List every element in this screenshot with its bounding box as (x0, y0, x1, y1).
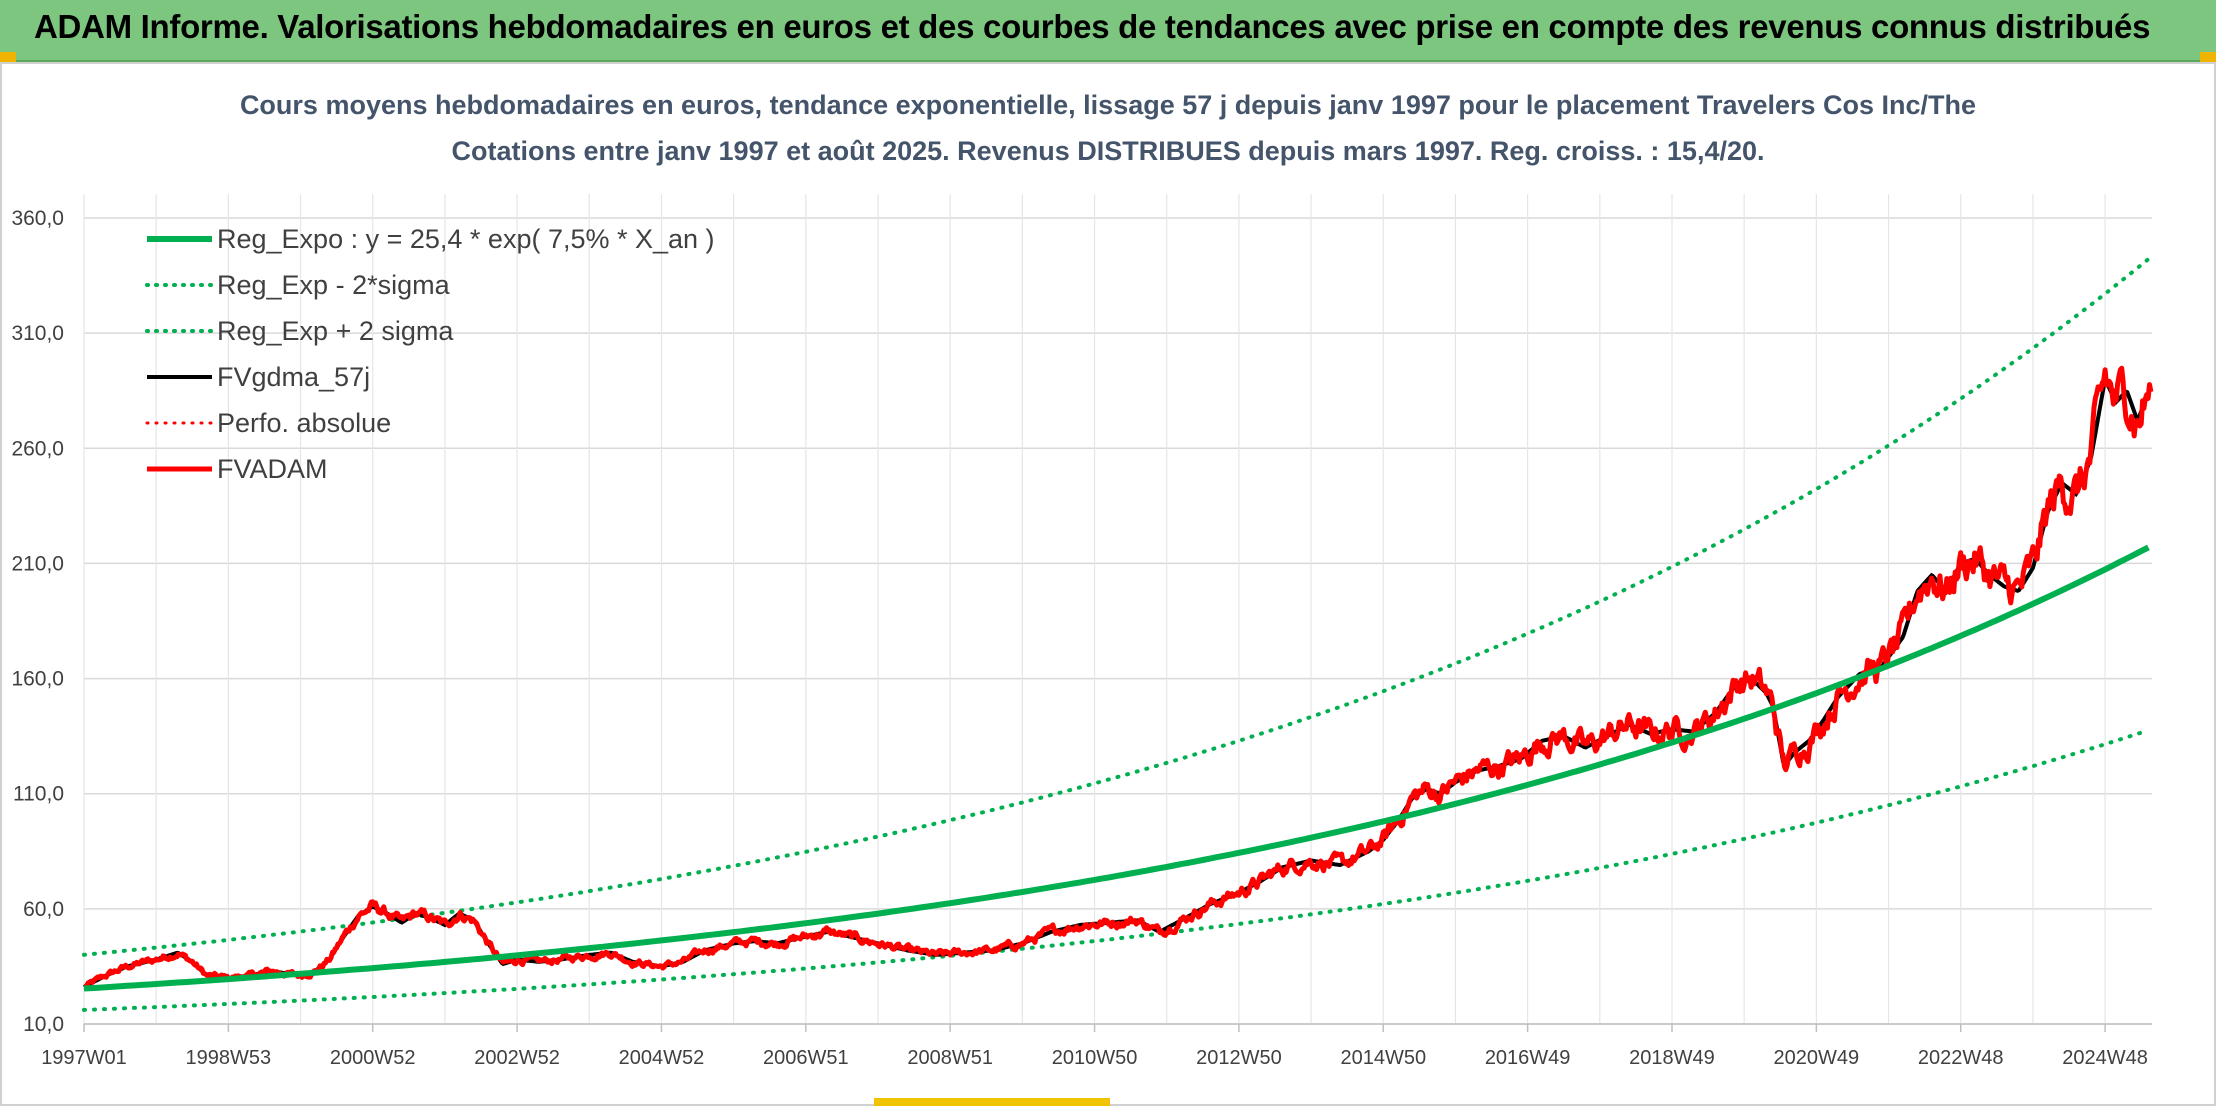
chart: 10,0 60,0 110,0 160,0 210,0 260,0 310,0 360,0 19… (11, 90, 2154, 1069)
chart-subtitle: Cotations entre janv 1997 et août 2025. … (451, 136, 1764, 166)
x-tick-label: 2008W51 (907, 1047, 993, 1069)
x-tick-label: 2014W50 (1340, 1047, 1426, 1069)
series-reg-minus-2sigma (82, 728, 2151, 1012)
series-lines (82, 257, 2154, 1012)
grid-lines (83, 194, 2152, 1025)
x-tick-label: 1997W01 (41, 1047, 127, 1069)
x-tick-label: 2010W50 (1052, 1047, 1138, 1069)
y-tick-label: 10,0 (23, 1013, 64, 1036)
x-tick-label: 2020W49 (1774, 1047, 1860, 1069)
series-reg-expo (83, 544, 2150, 992)
series-reg-plus-2sigma (82, 257, 2151, 957)
axes: 10,0 60,0 110,0 160,0 210,0 260,0 310,0 360,0 19… (11, 207, 2152, 1069)
x-tick-label: 2012W50 (1196, 1047, 1282, 1069)
y-tick-label: 360,0 (11, 207, 64, 230)
series-fvadam (82, 365, 2154, 990)
x-tick-label: 1998W53 (186, 1047, 272, 1069)
x-tick-label: 2000W52 (330, 1047, 416, 1069)
legend-label: FVADAM (217, 454, 328, 484)
corner-marker-left (0, 52, 16, 62)
y-tick-label: 160,0 (11, 668, 64, 691)
chart-title: Cours moyens hebdomadaires en euros, ten… (240, 90, 1976, 120)
x-tick-label: 2002W52 (474, 1047, 560, 1069)
x-tick-label: 2004W52 (619, 1047, 705, 1069)
x-tick-label: 2006W51 (763, 1047, 849, 1069)
x-tick-label: 2016W49 (1485, 1047, 1571, 1069)
legend-label: Reg_Exp - 2*sigma (217, 270, 451, 300)
legend-label: Reg_Expo : y = 25,4 * exp( 7,5% * X_an ) (217, 224, 715, 254)
chart-frame: 10,0 60,0 110,0 160,0 210,0 260,0 310,0 360,0 19… (0, 62, 2216, 1106)
corner-marker-right (2200, 52, 2216, 62)
y-tick-label: 210,0 (11, 552, 64, 575)
legend-label: Perfo. absolue (217, 408, 391, 438)
y-tick-label: 310,0 (11, 322, 64, 345)
header-bar: ADAM Informe. Valorisations hebdomadaire… (0, 0, 2216, 62)
page-title: ADAM Informe. Valorisations hebdomadaire… (34, 8, 2151, 45)
legend: Reg_Expo : y = 25,4 * exp( 7,5% * X_an )… (145, 224, 715, 484)
legend-label: Reg_Exp + 2 sigma (217, 316, 454, 346)
x-tick-label: 2022W48 (1918, 1047, 2004, 1069)
legend-label: FVgdma_57j (217, 362, 370, 392)
x-tick-label: 2024W48 (2062, 1047, 2148, 1069)
y-tick-label: 60,0 (23, 898, 64, 921)
bottom-marker (874, 1098, 1110, 1106)
y-tick-label: 110,0 (13, 783, 64, 806)
x-tick-label: 2018W49 (1629, 1047, 1715, 1069)
y-tick-label: 260,0 (11, 437, 64, 460)
